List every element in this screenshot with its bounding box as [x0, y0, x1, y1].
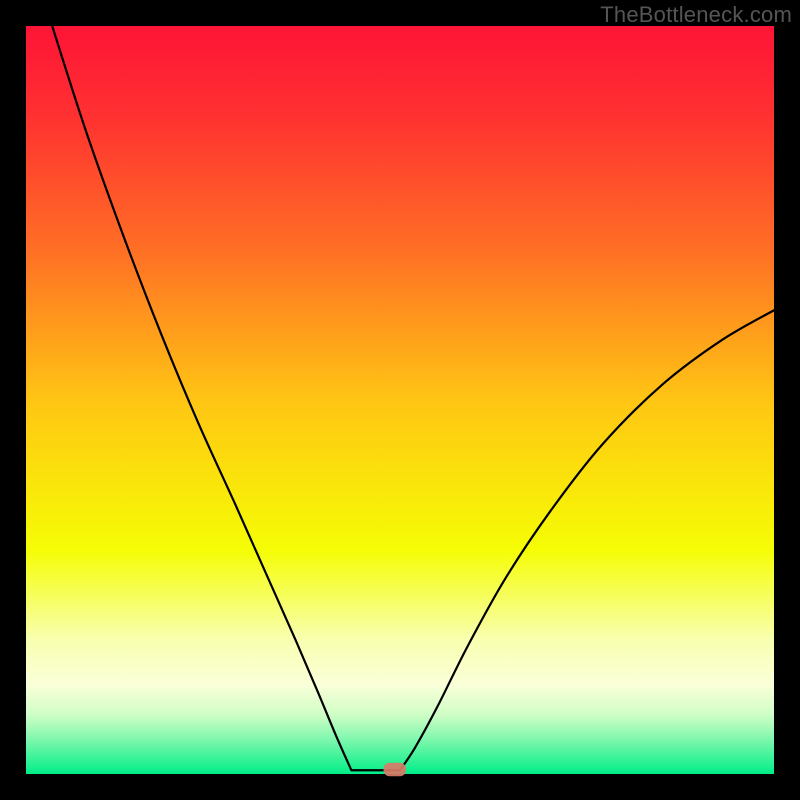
plot-background	[26, 26, 774, 774]
optimum-marker	[384, 763, 406, 776]
watermark-text: TheBottleneck.com	[600, 2, 792, 28]
bottleneck-chart	[0, 0, 800, 800]
chart-container: TheBottleneck.com	[0, 0, 800, 800]
